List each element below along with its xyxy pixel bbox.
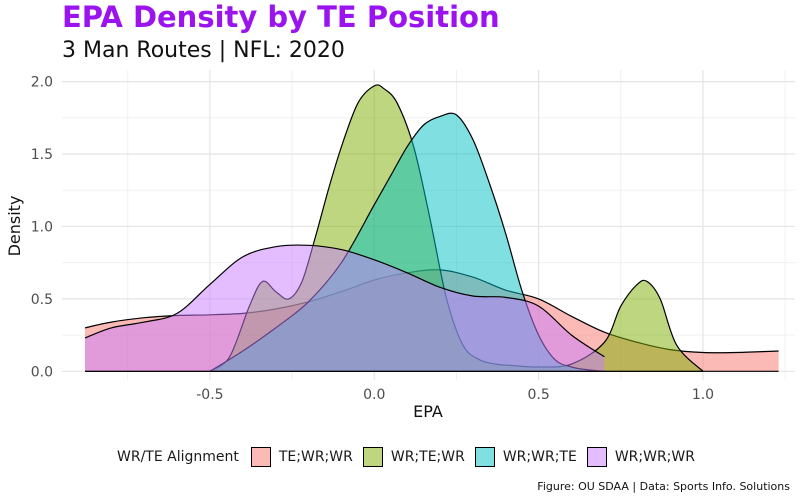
legend-item-te-wr-wr: TE;WR;WR	[250, 447, 353, 467]
y-tick-label: 2.0	[31, 75, 53, 91]
legend-label-wr-wr-wr: WR;WR;WR	[614, 449, 695, 465]
y-tick-label: 1.0	[31, 219, 53, 235]
chart-subtitle: 3 Man Routes | NFL: 2020	[62, 38, 345, 63]
density-line-wr-wr-wr	[84, 244, 605, 358]
x-tick-label: 0.0	[363, 387, 385, 403]
chart-title: EPA Density by TE Position	[62, 0, 500, 34]
y-tick-label: 0.5	[31, 292, 53, 308]
density-areas	[84, 84, 779, 372]
legend-label-te-wr-wr: TE;WR;WR	[278, 449, 353, 465]
legend-title: WR/TE Alignment	[117, 449, 239, 465]
legend-item-wr-te-wr: WR;TE;WR	[362, 447, 465, 467]
legend-item-wr-wr-te: WR;WR;TE	[474, 447, 577, 467]
y-axis-ticks: 0.0 0.5 1.0 1.5 2.0	[31, 75, 53, 381]
legend-label-wr-te-wr: WR;TE;WR	[390, 449, 465, 465]
y-tick-label: 1.5	[31, 147, 53, 163]
legend-key-wr-te-wr	[362, 447, 383, 467]
x-tick-label: 0.5	[527, 387, 549, 403]
legend-key-wr-wr-te	[474, 447, 495, 467]
legend-key-wr-wr-wr	[586, 447, 607, 467]
figure-caption: Figure: OU SDAA | Data: Sports Info. Sol…	[537, 480, 790, 493]
legend-item-wr-wr-wr: WR;WR;WR	[586, 447, 695, 467]
x-tick-label: 1.0	[692, 387, 714, 403]
x-axis-ticks: -0.5 0.0 0.5 1.0	[196, 387, 714, 403]
x-tick-label: -0.5	[196, 387, 223, 403]
legend-label-wr-wr-te: WR;WR;TE	[502, 449, 577, 465]
y-tick-label: 0.0	[31, 364, 53, 380]
legend-items: TE;WR;WR WR;TE;WR WR;WR;TE WR;WR;WR	[250, 447, 705, 467]
x-axis-title: EPA	[413, 402, 443, 421]
y-axis-title: Density	[5, 196, 24, 257]
legend-key-te-wr-wr	[250, 447, 271, 467]
density-area-wr-wr-wr	[85, 245, 605, 372]
legend: WR/TE Alignment TE;WR;WR WR;TE;WR WR;WR;TE…	[117, 444, 705, 470]
